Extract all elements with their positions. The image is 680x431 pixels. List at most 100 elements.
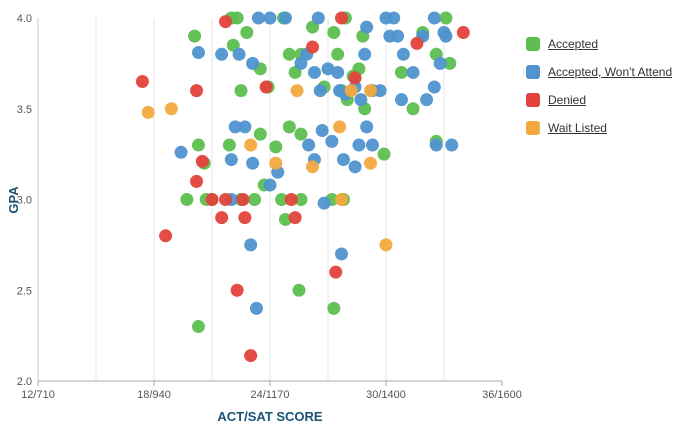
point-wait-listed[interactable] bbox=[164, 102, 178, 116]
point-accepted-won-t-attend[interactable] bbox=[358, 47, 372, 61]
point-accepted-won-t-attend[interactable] bbox=[224, 153, 238, 167]
point-accepted-won-t-attend[interactable] bbox=[336, 153, 350, 167]
point-denied[interactable] bbox=[456, 26, 470, 40]
point-accepted-won-t-attend[interactable] bbox=[331, 65, 345, 79]
point-wait-listed[interactable] bbox=[333, 120, 347, 134]
legend-item-wait-listed[interactable]: Wait Listed bbox=[526, 114, 672, 142]
point-accepted-won-t-attend[interactable] bbox=[263, 178, 277, 192]
point-accepted[interactable] bbox=[292, 283, 306, 297]
point-accepted-won-t-attend[interactable] bbox=[232, 47, 246, 61]
point-wait-listed[interactable] bbox=[141, 105, 155, 119]
point-accepted[interactable] bbox=[180, 193, 194, 206]
point-denied[interactable] bbox=[284, 193, 298, 206]
point-denied[interactable] bbox=[236, 193, 250, 206]
point-denied[interactable] bbox=[159, 229, 173, 243]
point-accepted[interactable] bbox=[439, 11, 453, 25]
point-accepted-won-t-attend[interactable] bbox=[348, 160, 362, 174]
point-accepted[interactable] bbox=[253, 127, 267, 141]
point-accepted-won-t-attend[interactable] bbox=[278, 11, 292, 25]
point-accepted-won-t-attend[interactable] bbox=[313, 84, 327, 98]
point-accepted[interactable] bbox=[222, 138, 236, 152]
point-denied[interactable] bbox=[348, 71, 362, 85]
point-accepted-won-t-attend[interactable] bbox=[352, 138, 366, 152]
point-accepted-won-t-attend[interactable] bbox=[244, 238, 258, 252]
point-wait-listed[interactable] bbox=[344, 84, 358, 98]
legend-item-denied[interactable]: Denied bbox=[526, 86, 672, 114]
point-denied[interactable] bbox=[244, 349, 258, 363]
point-accepted[interactable] bbox=[294, 193, 308, 206]
legend-item-accepted[interactable]: Accepted bbox=[526, 30, 672, 58]
point-accepted-won-t-attend[interactable] bbox=[325, 134, 339, 148]
point-wait-listed[interactable] bbox=[335, 193, 349, 206]
point-accepted-won-t-attend[interactable] bbox=[387, 11, 401, 25]
point-wait-listed[interactable] bbox=[290, 84, 304, 98]
point-accepted[interactable] bbox=[188, 29, 202, 43]
point-accepted-won-t-attend[interactable] bbox=[191, 45, 205, 59]
point-denied[interactable] bbox=[306, 40, 320, 54]
point-accepted-won-t-attend[interactable] bbox=[311, 11, 325, 25]
point-denied[interactable] bbox=[230, 283, 244, 297]
point-accepted-won-t-attend[interactable] bbox=[433, 56, 447, 70]
legend-item-accepted-wont-attend[interactable]: Accepted, Won't Attend bbox=[526, 58, 672, 86]
point-accepted[interactable] bbox=[327, 301, 341, 315]
point-accepted[interactable] bbox=[282, 120, 296, 134]
point-accepted[interactable] bbox=[327, 26, 341, 40]
point-accepted-won-t-attend[interactable] bbox=[406, 65, 420, 79]
point-wait-listed[interactable] bbox=[364, 84, 378, 98]
point-accepted-won-t-attend[interactable] bbox=[429, 138, 443, 152]
point-accepted-won-t-attend[interactable] bbox=[354, 93, 368, 107]
point-wait-listed[interactable] bbox=[364, 156, 378, 170]
point-accepted-won-t-attend[interactable] bbox=[439, 29, 453, 43]
point-accepted-won-t-attend[interactable] bbox=[238, 120, 252, 134]
point-denied[interactable] bbox=[215, 211, 229, 225]
point-accepted-won-t-attend[interactable] bbox=[360, 120, 374, 134]
point-denied[interactable] bbox=[195, 154, 209, 168]
point-accepted[interactable] bbox=[269, 140, 283, 154]
point-denied[interactable] bbox=[329, 265, 343, 279]
point-accepted[interactable] bbox=[331, 47, 345, 61]
point-accepted[interactable] bbox=[191, 320, 205, 334]
point-accepted-won-t-attend[interactable] bbox=[263, 11, 277, 25]
point-accepted[interactable] bbox=[282, 47, 296, 61]
point-accepted-won-t-attend[interactable] bbox=[246, 56, 260, 70]
point-wait-listed[interactable] bbox=[379, 238, 393, 252]
point-accepted[interactable] bbox=[248, 193, 262, 206]
point-accepted[interactable] bbox=[275, 193, 289, 206]
point-denied[interactable] bbox=[238, 211, 252, 225]
point-accepted[interactable] bbox=[234, 84, 248, 98]
point-accepted-won-t-attend[interactable] bbox=[396, 47, 410, 61]
point-accepted-won-t-attend[interactable] bbox=[335, 247, 349, 261]
point-accepted[interactable] bbox=[443, 56, 457, 70]
point-accepted-won-t-attend[interactable] bbox=[394, 93, 408, 107]
point-accepted[interactable] bbox=[294, 127, 308, 141]
point-accepted[interactable] bbox=[278, 212, 292, 226]
point-accepted[interactable] bbox=[191, 138, 205, 152]
point-denied[interactable] bbox=[135, 75, 149, 89]
point-accepted-won-t-attend[interactable] bbox=[302, 138, 316, 152]
point-accepted-won-t-attend[interactable] bbox=[317, 196, 331, 210]
point-accepted[interactable] bbox=[230, 11, 244, 25]
point-accepted-won-t-attend[interactable] bbox=[420, 93, 434, 107]
point-accepted-won-t-attend[interactable] bbox=[249, 301, 263, 315]
point-accepted-won-t-attend[interactable] bbox=[246, 156, 260, 170]
point-accepted-won-t-attend[interactable] bbox=[445, 138, 459, 152]
point-accepted-won-t-attend[interactable] bbox=[215, 47, 229, 61]
point-accepted-won-t-attend[interactable] bbox=[365, 138, 379, 152]
point-accepted[interactable] bbox=[240, 26, 254, 40]
point-accepted-won-t-attend[interactable] bbox=[427, 80, 441, 94]
point-accepted-won-t-attend[interactable] bbox=[373, 84, 387, 98]
point-denied[interactable] bbox=[190, 84, 204, 98]
point-accepted-won-t-attend[interactable] bbox=[391, 29, 405, 43]
point-denied[interactable] bbox=[219, 15, 233, 29]
point-accepted-won-t-attend[interactable] bbox=[228, 120, 242, 134]
point-accepted-won-t-attend[interactable] bbox=[427, 11, 441, 25]
point-accepted-won-t-attend[interactable] bbox=[251, 11, 265, 25]
point-wait-listed[interactable] bbox=[244, 138, 258, 152]
point-denied[interactable] bbox=[259, 80, 273, 94]
point-accepted-won-t-attend[interactable] bbox=[174, 145, 188, 159]
point-accepted-won-t-attend[interactable] bbox=[307, 65, 321, 79]
point-accepted[interactable] bbox=[377, 147, 391, 161]
point-denied[interactable] bbox=[219, 193, 233, 206]
point-denied[interactable] bbox=[190, 174, 204, 188]
point-denied[interactable] bbox=[288, 211, 302, 225]
